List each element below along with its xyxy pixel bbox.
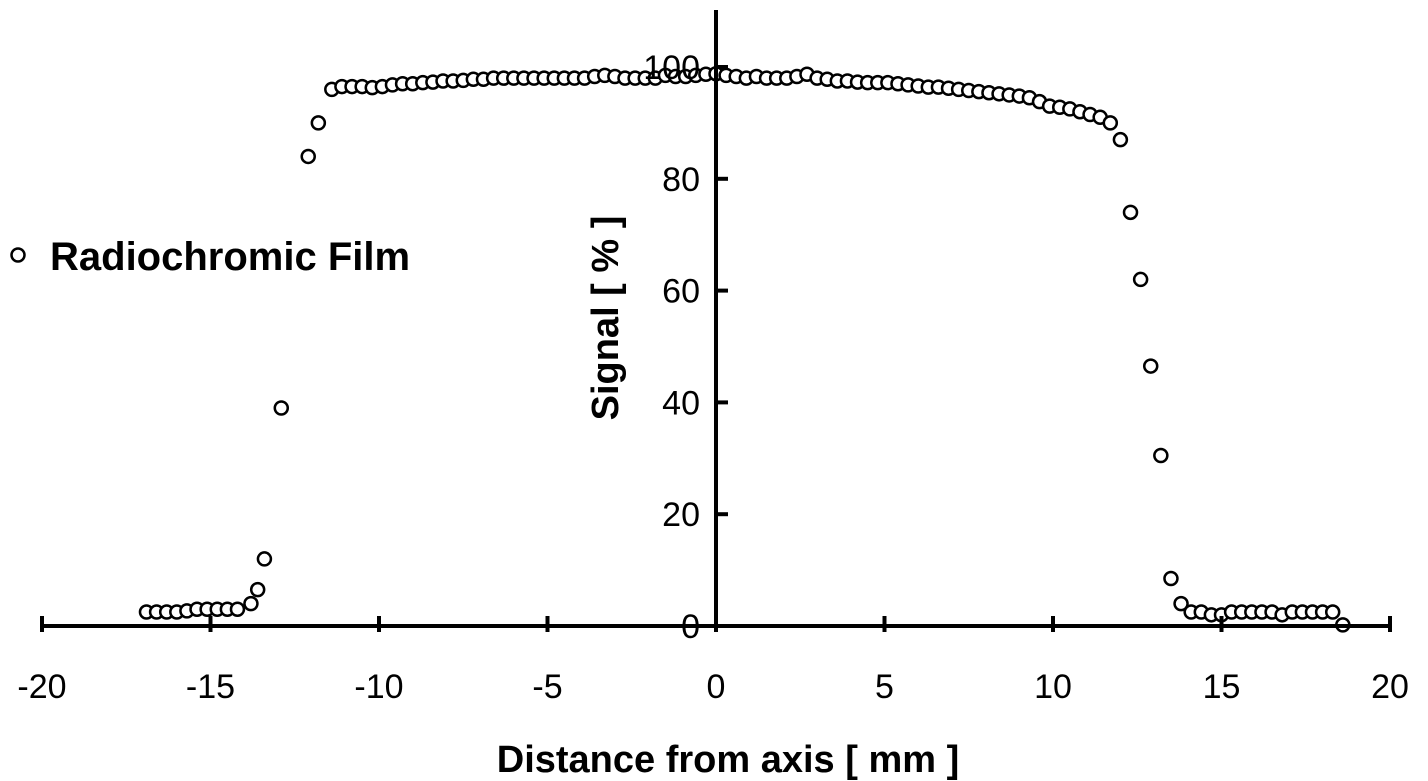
x-tick-label: 5 — [875, 668, 894, 706]
data-point — [300, 148, 316, 165]
y-tick-label: 0 — [681, 608, 700, 646]
x-tick-label: 20 — [1371, 668, 1409, 706]
y-tick-label: 100 — [643, 49, 700, 87]
data-point — [229, 601, 246, 617]
legend-marker — [10, 247, 26, 263]
y-tick-label: 80 — [662, 161, 700, 199]
y-tick-label: 60 — [662, 273, 700, 311]
x-tick-label: -10 — [354, 668, 403, 706]
x-tick-label: -5 — [532, 668, 562, 706]
data-point — [1173, 595, 1189, 612]
data-point — [256, 551, 273, 567]
y-axis-title: Signal [ % ] — [585, 216, 627, 421]
x-tick-label: 10 — [1034, 668, 1072, 706]
x-tick-label: -15 — [186, 668, 235, 706]
data-point — [243, 595, 259, 612]
legend: Radiochromic Film — [10, 235, 410, 279]
data-point — [1102, 115, 1119, 131]
data-point — [1142, 358, 1159, 374]
x-tick-label: -20 — [17, 668, 66, 706]
y-tick-label: 20 — [662, 496, 700, 534]
data-point — [1132, 271, 1149, 288]
x-tick-label: 0 — [707, 668, 726, 706]
data-point — [310, 115, 327, 131]
data-point — [1153, 447, 1169, 464]
x-tick-label: 15 — [1203, 668, 1241, 706]
data-point — [1163, 570, 1179, 587]
data-point — [1324, 604, 1341, 620]
legend-label: Radiochromic Film — [50, 235, 410, 279]
axes: -20 -15 -10 -5 0 5 10 15 20 0 20 40 60 80 100 — [17, 10, 1409, 706]
data-point — [1112, 131, 1129, 148]
data-point — [249, 581, 266, 598]
y-tick-label: 40 — [662, 384, 700, 422]
x-axis-title: Distance from axis [ mm ] — [497, 739, 959, 781]
data-point — [1122, 204, 1139, 221]
data-point — [273, 400, 290, 416]
data-markers — [138, 65, 1351, 633]
